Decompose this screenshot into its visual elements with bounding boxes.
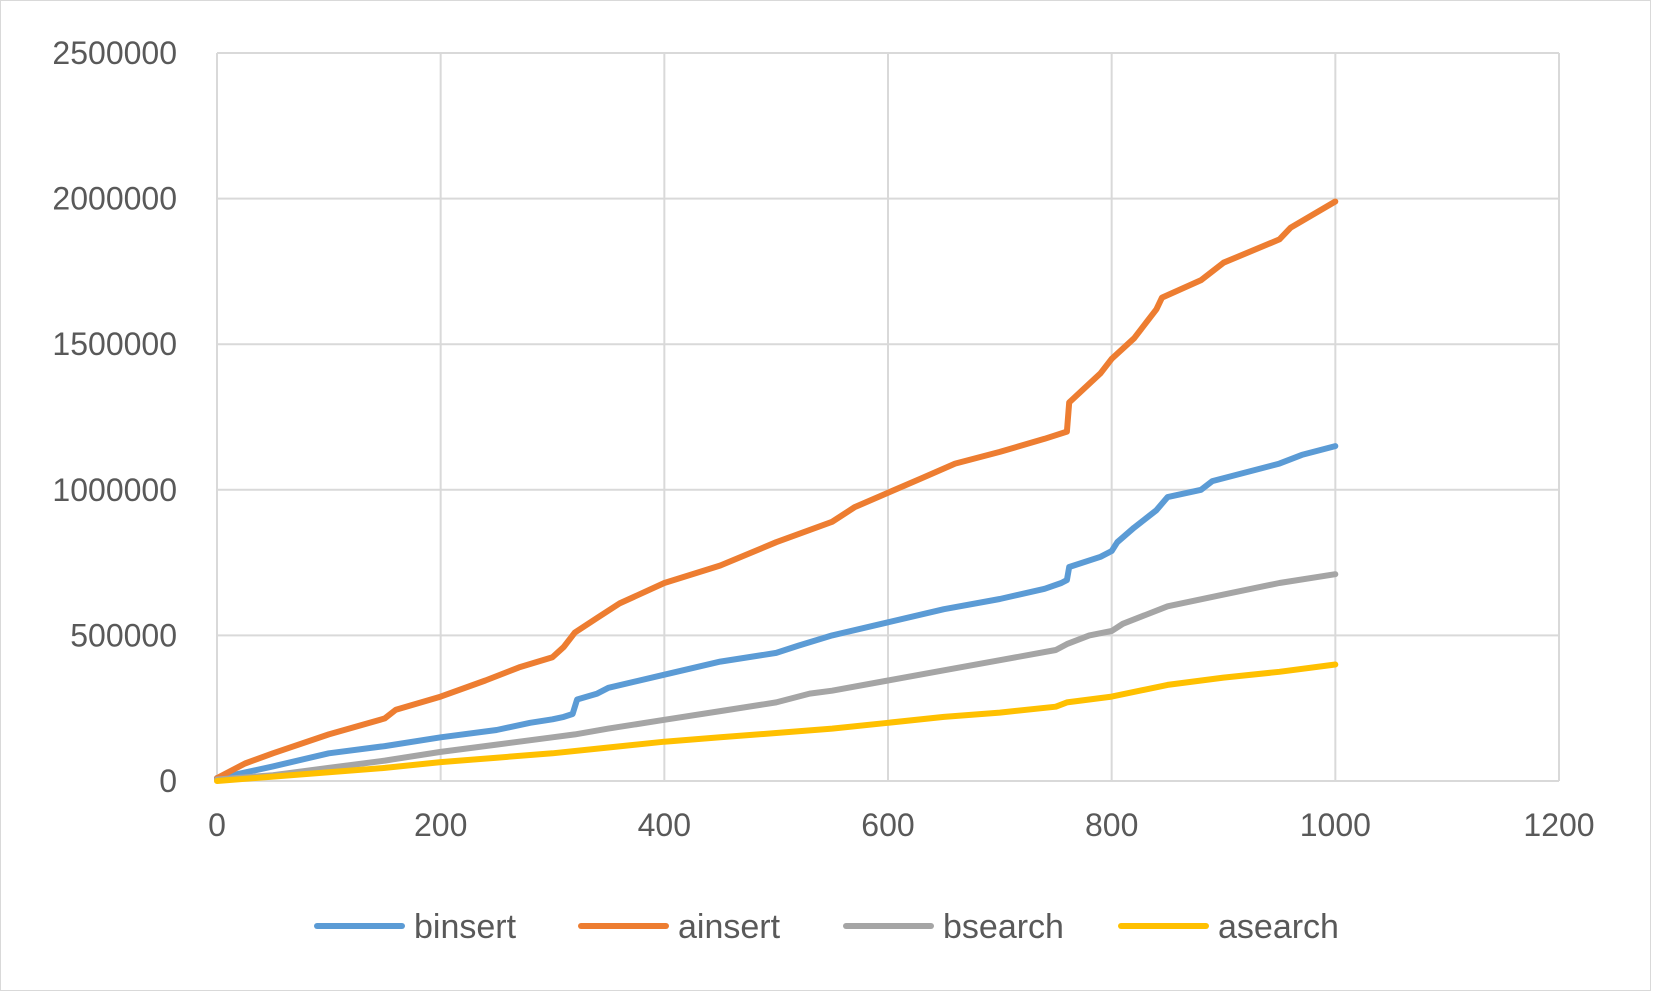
legend-label-binsert: binsert — [414, 908, 517, 946]
y-tick-label: 1500000 — [52, 326, 177, 362]
series-line-binsert — [214, 443, 1339, 782]
x-tick-label: 400 — [638, 807, 691, 843]
x-tick-label: 200 — [414, 807, 467, 843]
series-line-bsearch — [214, 571, 1339, 783]
x-tick-label: 1200 — [1523, 807, 1594, 843]
y-tick-label: 500000 — [70, 617, 177, 653]
series-line-ainsert — [214, 198, 1339, 782]
y-tick-label: 2500000 — [52, 35, 177, 71]
legend-label-bsearch: bsearch — [943, 908, 1064, 946]
legend: binsert ainsert bsearch asearch — [314, 908, 1339, 946]
x-tick-label: 800 — [1085, 807, 1138, 843]
series-lines — [214, 198, 1339, 784]
y-tick-label: 2000000 — [52, 181, 177, 217]
x-tick-label: 0 — [208, 807, 226, 843]
y-tick-label: 1000000 — [52, 472, 177, 508]
series-line-asearch — [214, 661, 1339, 784]
gridlines — [216, 52, 1560, 782]
legend-label-asearch: asearch — [1218, 908, 1339, 946]
x-tick-label: 600 — [861, 807, 914, 843]
legend-label-ainsert: ainsert — [678, 908, 781, 946]
y-tick-label: 0 — [159, 763, 177, 799]
tick-labels: 0 500000 1000000 1500000 2000000 2500000 0 200 4… — [52, 35, 1594, 843]
x-tick-label: 1000 — [1300, 807, 1371, 843]
